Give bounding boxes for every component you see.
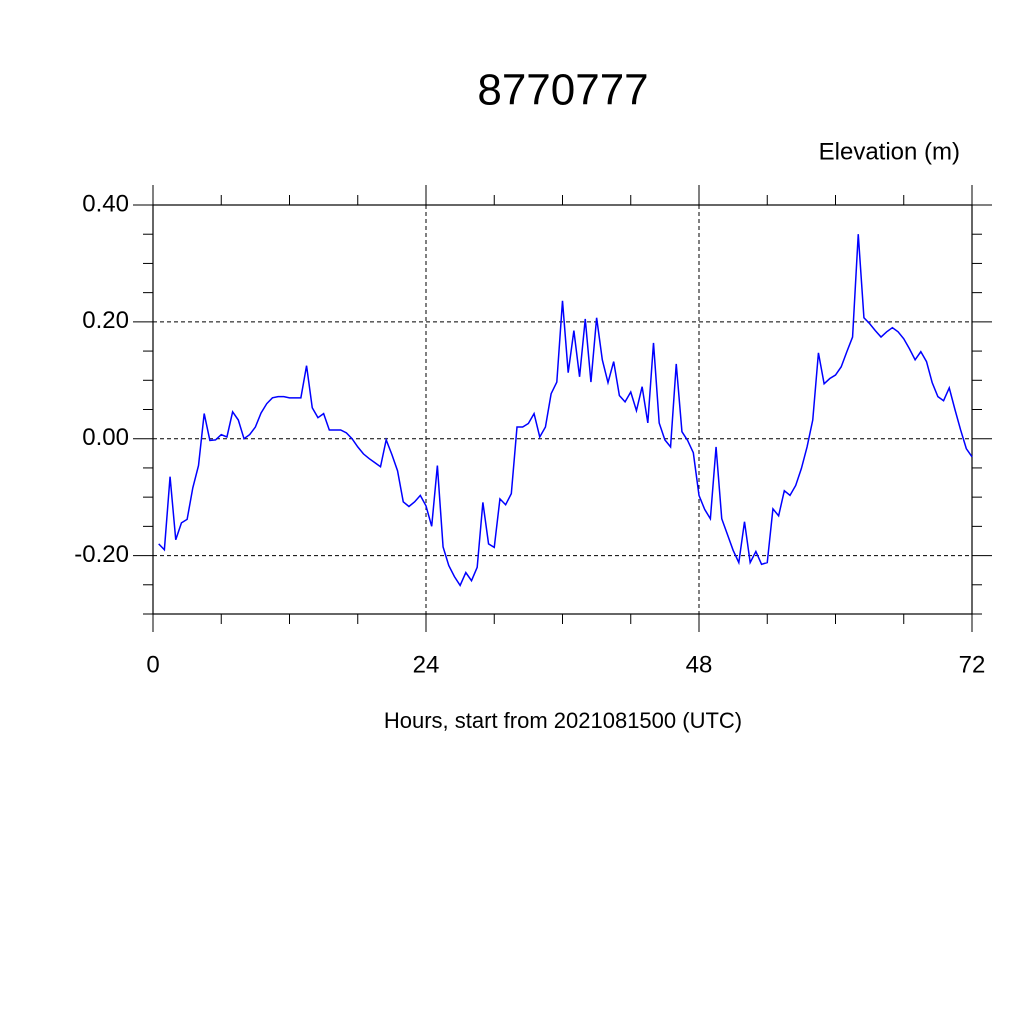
- y-tick-label: -0.20: [74, 541, 129, 568]
- x-tick-label: 24: [413, 651, 440, 678]
- plot-frame: [152, 204, 973, 615]
- x-axis-label: Hours, start from 2021081500 (UTC): [384, 708, 742, 733]
- data-line: [158, 234, 973, 587]
- y-tick-label: 0.00: [82, 424, 129, 451]
- x-tick-label: 48: [686, 651, 713, 678]
- x-tick-label: 0: [146, 651, 159, 678]
- axis-subtitle: Elevation (m): [819, 138, 960, 165]
- x-tick-label: 72: [959, 651, 986, 678]
- chart-title: 8770777: [477, 66, 648, 115]
- y-tick-label: 0.20: [82, 307, 129, 334]
- y-tick-label: 0.40: [82, 190, 129, 217]
